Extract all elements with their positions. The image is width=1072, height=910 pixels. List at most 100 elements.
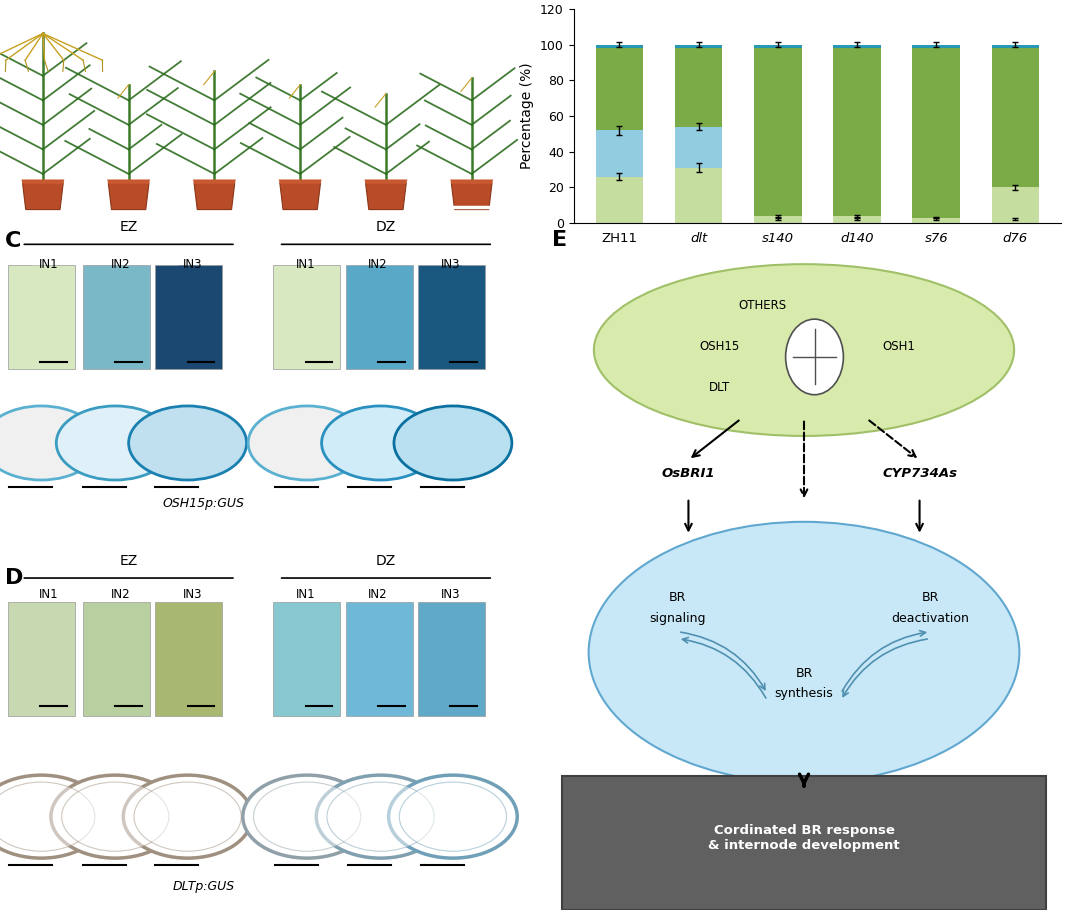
- FancyBboxPatch shape: [84, 602, 150, 716]
- Polygon shape: [280, 183, 321, 209]
- Bar: [596, 130, 643, 177]
- Bar: [912, 217, 959, 223]
- FancyBboxPatch shape: [179, 265, 199, 369]
- Text: s76: s76: [924, 232, 948, 245]
- Bar: [675, 45, 723, 48]
- Polygon shape: [364, 179, 407, 184]
- Text: dlt: dlt: [113, 6, 130, 20]
- Circle shape: [129, 406, 247, 480]
- Polygon shape: [193, 179, 236, 184]
- Text: IN1: IN1: [296, 258, 315, 271]
- Polygon shape: [23, 183, 63, 209]
- FancyBboxPatch shape: [369, 265, 389, 369]
- Bar: [675, 48, 723, 126]
- FancyBboxPatch shape: [84, 265, 150, 369]
- Text: OTHERS: OTHERS: [738, 298, 786, 312]
- Bar: [596, 177, 643, 223]
- Bar: [675, 167, 723, 223]
- FancyBboxPatch shape: [106, 265, 126, 369]
- Circle shape: [388, 775, 517, 858]
- Text: DZ: DZ: [376, 220, 396, 234]
- Circle shape: [242, 775, 371, 858]
- Text: IN2: IN2: [368, 258, 388, 271]
- Circle shape: [56, 406, 174, 480]
- FancyBboxPatch shape: [345, 602, 413, 716]
- FancyBboxPatch shape: [273, 602, 341, 716]
- Circle shape: [0, 782, 94, 851]
- Text: DZ: DZ: [376, 553, 396, 568]
- Text: IN2: IN2: [368, 589, 388, 602]
- Circle shape: [123, 775, 252, 858]
- Text: OSH1: OSH1: [882, 340, 915, 353]
- FancyBboxPatch shape: [8, 265, 75, 369]
- Text: IN3: IN3: [441, 589, 460, 602]
- FancyBboxPatch shape: [418, 265, 485, 369]
- FancyBboxPatch shape: [345, 265, 413, 369]
- Y-axis label: Percentage (%): Percentage (%): [520, 63, 534, 169]
- Text: BR: BR: [795, 667, 813, 680]
- Text: s76: s76: [375, 6, 399, 20]
- Bar: [833, 216, 881, 223]
- Bar: [833, 45, 881, 48]
- Circle shape: [51, 775, 180, 858]
- FancyBboxPatch shape: [418, 602, 485, 716]
- Text: ZH11: ZH11: [601, 232, 638, 245]
- Text: dlt: dlt: [690, 232, 708, 245]
- Circle shape: [327, 782, 434, 851]
- Circle shape: [786, 319, 844, 395]
- Text: IN2: IN2: [110, 589, 131, 602]
- Text: IN3: IN3: [441, 258, 460, 271]
- Text: Cordinated BR response
& internode development: Cordinated BR response & internode devel…: [709, 824, 899, 852]
- Circle shape: [0, 406, 101, 480]
- Text: E: E: [552, 230, 567, 250]
- Circle shape: [253, 782, 360, 851]
- Text: synthesis: synthesis: [775, 687, 833, 701]
- Circle shape: [316, 775, 445, 858]
- Bar: [596, 45, 643, 48]
- Polygon shape: [108, 183, 149, 209]
- Bar: [912, 48, 959, 217]
- Polygon shape: [279, 179, 322, 184]
- Bar: [596, 48, 643, 130]
- Bar: [912, 45, 959, 48]
- Circle shape: [134, 782, 241, 851]
- Bar: [754, 45, 802, 48]
- Polygon shape: [107, 179, 150, 184]
- Polygon shape: [194, 183, 235, 209]
- Text: A: A: [11, 6, 28, 26]
- Text: OSH15p:GUS: OSH15p:GUS: [163, 497, 244, 510]
- Bar: [992, 45, 1039, 48]
- FancyBboxPatch shape: [8, 602, 75, 716]
- FancyBboxPatch shape: [155, 602, 223, 716]
- Text: B: B: [466, 0, 483, 4]
- FancyBboxPatch shape: [297, 265, 317, 369]
- Text: IN3: IN3: [183, 258, 203, 271]
- Bar: [754, 216, 802, 223]
- Text: D: D: [5, 568, 24, 588]
- Polygon shape: [451, 183, 492, 209]
- Polygon shape: [21, 179, 64, 184]
- Text: EZ: EZ: [119, 553, 138, 568]
- Polygon shape: [366, 183, 406, 209]
- FancyBboxPatch shape: [563, 776, 1045, 910]
- Ellipse shape: [589, 521, 1019, 783]
- Text: IN2: IN2: [110, 258, 131, 271]
- Circle shape: [0, 775, 105, 858]
- FancyBboxPatch shape: [442, 265, 462, 369]
- Text: IN1: IN1: [296, 589, 315, 602]
- Bar: [754, 48, 802, 216]
- Text: CYP734As: CYP734As: [882, 467, 957, 480]
- Bar: [833, 48, 881, 216]
- Text: d140: d140: [289, 6, 323, 20]
- FancyBboxPatch shape: [31, 265, 51, 369]
- Text: BR: BR: [669, 592, 687, 604]
- Bar: [992, 187, 1039, 223]
- Bar: [675, 126, 723, 167]
- Text: DLTp:GUS: DLTp:GUS: [173, 880, 235, 893]
- Bar: [992, 48, 1039, 187]
- Text: d140: d140: [840, 232, 874, 245]
- Text: IN1: IN1: [39, 589, 58, 602]
- Text: s140: s140: [762, 232, 793, 245]
- Circle shape: [394, 406, 511, 480]
- Text: EZ: EZ: [119, 220, 138, 234]
